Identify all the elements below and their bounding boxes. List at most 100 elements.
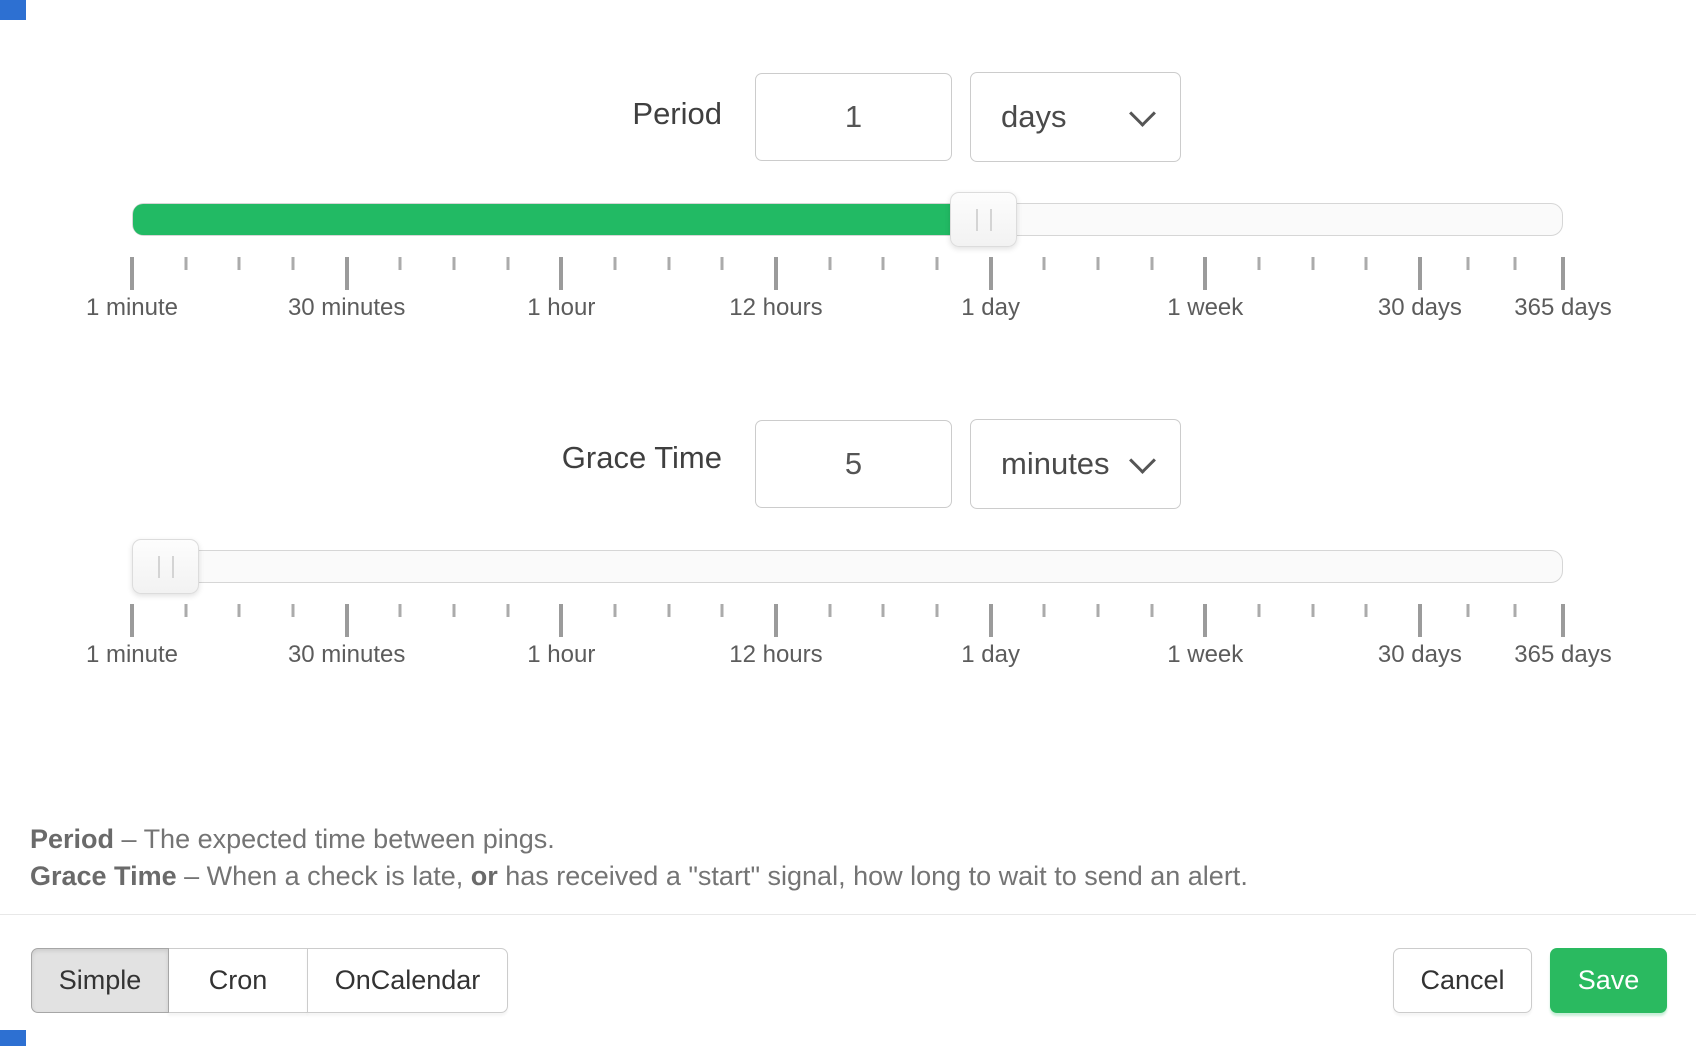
tick-minor bbox=[237, 257, 241, 270]
tick-minor bbox=[1466, 257, 1470, 270]
tick-minor bbox=[1096, 604, 1100, 617]
tick-label: 1 hour bbox=[527, 294, 596, 321]
tick-minor bbox=[1150, 257, 1154, 270]
tick-minor bbox=[1364, 604, 1368, 617]
tick-major bbox=[130, 257, 134, 290]
tick-major bbox=[559, 257, 564, 290]
drag-grip-icon bbox=[157, 555, 174, 578]
tick-minor bbox=[881, 257, 885, 270]
tick-major bbox=[773, 604, 778, 637]
tick-minor bbox=[452, 257, 456, 270]
help-period-text: – The expected time between pings. bbox=[114, 824, 555, 854]
mode-button-simple[interactable]: Simple bbox=[31, 948, 169, 1013]
tick-major bbox=[1417, 604, 1422, 637]
tick-major bbox=[1561, 604, 1565, 637]
cancel-button[interactable]: Cancel bbox=[1393, 948, 1532, 1013]
grace-slider-track[interactable] bbox=[132, 550, 1563, 583]
tick-minor bbox=[667, 257, 671, 270]
period-slider-track[interactable] bbox=[132, 203, 1563, 236]
help-grace-text-post: has received a "start" signal, how long … bbox=[497, 861, 1248, 891]
tick-major bbox=[344, 257, 349, 290]
tick-major bbox=[559, 604, 564, 637]
help-period-line: Period – The expected time between pings… bbox=[30, 823, 555, 855]
tick-minor bbox=[1466, 604, 1470, 617]
chevron-down-icon bbox=[1129, 446, 1156, 474]
tick-minor bbox=[881, 604, 885, 617]
tick-label: 12 hours bbox=[729, 294, 823, 321]
tick-major bbox=[1203, 257, 1208, 290]
tick-minor bbox=[720, 604, 724, 617]
tick-minor bbox=[828, 257, 832, 270]
tick-label: 1 week bbox=[1167, 641, 1244, 668]
grace-time-label: Grace Time bbox=[561, 440, 722, 475]
grace-unit-select[interactable]: minutes bbox=[970, 419, 1181, 509]
tick-minor bbox=[291, 604, 295, 617]
tick-major bbox=[773, 257, 778, 290]
tick-label: 30 minutes bbox=[287, 294, 406, 321]
help-grace-or: or bbox=[470, 861, 498, 891]
drag-grip-icon bbox=[975, 208, 992, 231]
period-slider-fill bbox=[133, 204, 991, 235]
tick-major bbox=[130, 604, 134, 637]
footer-divider bbox=[0, 914, 1696, 915]
chevron-down-icon bbox=[1129, 99, 1156, 127]
save-button[interactable]: Save bbox=[1550, 948, 1667, 1013]
mode-button-cron[interactable]: Cron bbox=[168, 948, 308, 1013]
tick-label: 1 week bbox=[1167, 294, 1244, 321]
tick-minor bbox=[720, 257, 724, 270]
tick-minor bbox=[613, 604, 617, 617]
period-slider-handle[interactable] bbox=[950, 192, 1018, 247]
help-grace-line: Grace Time – When a check is late, or ha… bbox=[30, 860, 1248, 892]
tick-minor bbox=[237, 604, 241, 617]
tick-label: 30 days bbox=[1377, 641, 1462, 668]
mode-button-oncalendar[interactable]: OnCalendar bbox=[307, 948, 508, 1013]
tick-major bbox=[1561, 257, 1565, 290]
grace-slider-handle[interactable] bbox=[132, 539, 199, 594]
tick-major bbox=[988, 604, 993, 637]
period-slider-ticks bbox=[130, 257, 1565, 291]
tick-minor bbox=[828, 604, 832, 617]
tick-major bbox=[1203, 604, 1208, 637]
tick-minor bbox=[935, 604, 939, 617]
help-period-term: Period bbox=[30, 824, 115, 854]
tick-label: 365 days bbox=[1514, 641, 1612, 668]
period-label: Period bbox=[632, 96, 722, 131]
tick-label: 1 minute bbox=[85, 294, 179, 321]
tick-minor bbox=[506, 257, 510, 270]
tick-minor bbox=[398, 257, 402, 270]
grace-value-input[interactable] bbox=[755, 420, 952, 508]
period-value-input[interactable] bbox=[755, 73, 952, 161]
tick-label: 1 minute bbox=[85, 641, 179, 668]
help-grace-text-pre: – When a check is late, bbox=[176, 861, 471, 891]
grace-slider-ticks bbox=[130, 604, 1565, 638]
tick-label: 30 minutes bbox=[287, 641, 406, 668]
tick-minor bbox=[1042, 257, 1046, 270]
tick-minor bbox=[1311, 604, 1315, 617]
tick-minor bbox=[1096, 257, 1100, 270]
tick-minor bbox=[1257, 257, 1261, 270]
tick-label: 1 day bbox=[961, 641, 1020, 668]
tick-minor bbox=[291, 257, 295, 270]
tick-minor bbox=[1150, 604, 1154, 617]
tick-minor bbox=[1042, 604, 1046, 617]
tick-label: 30 days bbox=[1377, 294, 1462, 321]
tick-major bbox=[344, 604, 349, 637]
period-slider: 1 minute 30 minutes 1 hour 12 hours 1 day 1 w… bbox=[86, 192, 1612, 362]
tick-minor bbox=[398, 604, 402, 617]
period-slider-tick-labels: 1 minute 30 minutes 1 hour 12 hours 1 day 1 w… bbox=[86, 294, 1612, 324]
tick-label: 1 hour bbox=[527, 641, 596, 668]
period-unit-select[interactable]: days bbox=[970, 72, 1181, 162]
tick-minor bbox=[452, 604, 456, 617]
tick-minor bbox=[184, 257, 188, 270]
tick-major bbox=[988, 257, 993, 290]
underlying-page-fragment-top bbox=[0, 0, 26, 20]
tick-label: 365 days bbox=[1514, 294, 1612, 321]
tick-minor bbox=[1364, 257, 1368, 270]
help-grace-term: Grace Time bbox=[30, 861, 177, 891]
period-unit-value: days bbox=[1001, 99, 1067, 134]
tick-minor bbox=[1513, 604, 1517, 617]
tick-minor bbox=[935, 257, 939, 270]
tick-minor bbox=[1257, 604, 1261, 617]
grace-slider: 1 minute 30 minutes 1 hour 12 hours 1 day 1 w… bbox=[86, 539, 1612, 709]
